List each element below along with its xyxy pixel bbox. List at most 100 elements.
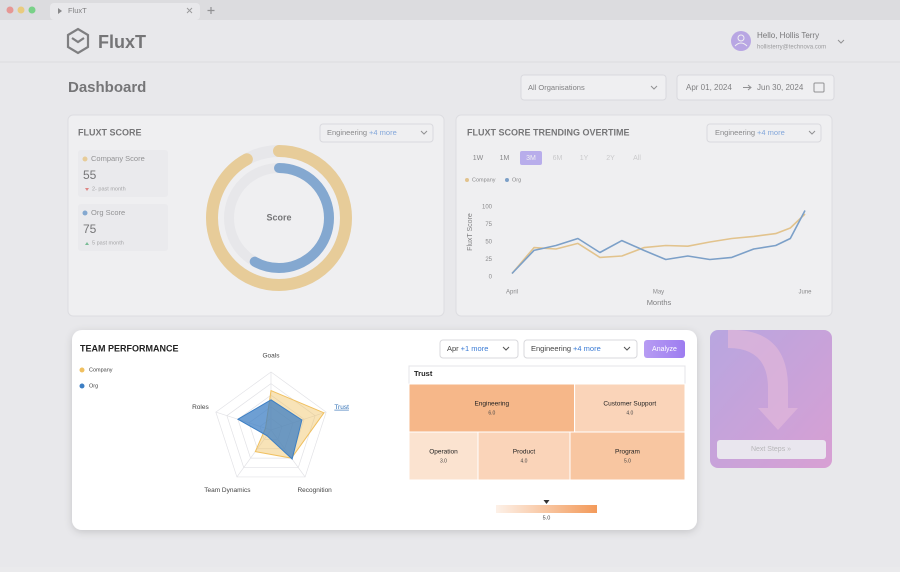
- trend-line: [511, 213, 806, 275]
- page-title: Dashboard: [68, 79, 146, 96]
- trend-line: [511, 210, 806, 275]
- radar-axis-label[interactable]: Team Dynamics: [204, 487, 251, 494]
- treemap-value: 3.0: [440, 458, 447, 464]
- y-tick-label: 25: [485, 257, 492, 263]
- filter: Engineering +4 more: [531, 344, 601, 353]
- window-minimize[interactable]: [17, 6, 25, 14]
- treemap-tile[interactable]: [569, 431, 686, 481]
- period-select[interactable]: [439, 339, 519, 359]
- y-tick-label: 0: [489, 275, 493, 281]
- range-button: 2Y: [606, 155, 615, 162]
- range-button-active[interactable]: [520, 151, 542, 165]
- filter-select[interactable]: [523, 339, 638, 359]
- card-title: FLUXT SCORE: [78, 127, 142, 137]
- treemap-label: Engineering: [474, 401, 509, 408]
- radar-axis-label[interactable]: Recognition: [297, 487, 332, 494]
- radar-ring: [226, 383, 316, 468]
- range-button: 1W: [473, 155, 484, 162]
- color-scale-label: 5.0: [543, 515, 551, 521]
- y-axis-label: FluxT Score: [467, 213, 474, 251]
- radar-ring: [237, 394, 305, 459]
- x-tick-label: May: [653, 290, 664, 296]
- treemap-tile[interactable]: [408, 431, 479, 481]
- analyze-button[interactable]: [644, 340, 685, 358]
- range-button: 6M: [553, 155, 563, 162]
- new-tab[interactable]: [207, 7, 215, 14]
- filter-value: Engineering: [715, 128, 755, 137]
- filter-more: +4 more: [573, 344, 601, 353]
- range-button: 3M: [526, 155, 536, 162]
- filter-select[interactable]: [706, 123, 822, 143]
- chevron: [623, 346, 631, 351]
- radar-axis-label[interactable]: Goals: [263, 352, 281, 359]
- stat-dot: [82, 210, 88, 216]
- legend-label: Org: [512, 177, 521, 183]
- treemap-value: 5.0: [624, 458, 631, 464]
- filter-value: Engineering: [327, 128, 367, 137]
- stat-label: Org Score: [91, 208, 125, 217]
- stat-change: 5 past month: [92, 240, 124, 246]
- x-axis-label: Months: [647, 298, 672, 307]
- radar-axis-label[interactable]: Trust: [334, 404, 349, 411]
- stat-label: Company Score: [91, 154, 145, 163]
- analyze-label: Analyze: [652, 346, 677, 353]
- stat-dot: [82, 156, 88, 162]
- next-steps-arrow: [728, 329, 798, 430]
- radar-axis-label[interactable]: Roles: [192, 404, 209, 411]
- logo-text: FluxT: [98, 32, 146, 52]
- treemap-tile[interactable]: [477, 431, 571, 481]
- date-from: Apr 01, 2024: [686, 83, 732, 92]
- next-steps-button[interactable]: [717, 440, 826, 459]
- window-close[interactable]: [6, 6, 14, 14]
- trend-card: [455, 114, 833, 317]
- radar-area: [236, 399, 303, 461]
- treemap-label: Program: [615, 449, 640, 456]
- window-zoom[interactable]: [28, 6, 36, 14]
- email: hollisterry@technova.com: [757, 45, 826, 51]
- treemap-value: 4.0: [521, 458, 528, 464]
- treemap-label: Customer Support: [603, 401, 656, 408]
- tab-close[interactable]: [186, 7, 193, 14]
- treemap-title: Trust: [414, 369, 433, 378]
- up-arrow: [85, 242, 89, 245]
- stat-box: [78, 204, 168, 251]
- chevron: [420, 130, 428, 135]
- legend-swatch: [465, 178, 469, 182]
- legend-label: Org: [89, 383, 98, 389]
- filter: Engineering +4 more: [715, 128, 785, 137]
- browser-bar: [0, 0, 900, 20]
- calendar-icon[interactable]: [813, 82, 825, 93]
- period-value: Apr: [447, 344, 459, 353]
- browser-tab[interactable]: [50, 3, 200, 20]
- org-select[interactable]: [520, 74, 667, 101]
- color-scale-marker: [543, 500, 550, 504]
- y-tick-label: 100: [482, 205, 493, 211]
- x-tick-label: June: [798, 290, 812, 296]
- date-to: Jun 30, 2024: [757, 83, 804, 92]
- chevron: [808, 130, 816, 135]
- filter-value: Engineering: [531, 344, 571, 353]
- legend-swatch: [79, 367, 85, 373]
- filter-more: +4 more: [757, 128, 785, 137]
- stat-value: 55: [83, 168, 97, 182]
- next-steps-label: Next Steps »: [751, 446, 791, 453]
- period-more: +1 more: [461, 344, 489, 353]
- org-filter: All Organisations: [528, 83, 585, 92]
- treemap-tile[interactable]: [574, 383, 686, 433]
- treemap-tile[interactable]: [408, 383, 576, 433]
- x-tick-label: April: [506, 290, 518, 296]
- legend-swatch: [505, 178, 509, 182]
- down-arrow: [85, 188, 89, 191]
- tab-icon: [58, 8, 62, 14]
- period: Apr +1 more: [447, 344, 488, 353]
- treemap-value: 6.0: [488, 410, 495, 416]
- filter-select[interactable]: [319, 123, 434, 143]
- card-title: TEAM PERFORMANCE: [80, 343, 179, 353]
- treemap-label: Operation: [429, 449, 458, 456]
- color-scale: [496, 505, 597, 513]
- user-menu-chevron[interactable]: [837, 39, 845, 44]
- card-title: FLUXT SCORE TRENDING OVERTIME: [467, 127, 630, 137]
- date-range[interactable]: [676, 74, 835, 101]
